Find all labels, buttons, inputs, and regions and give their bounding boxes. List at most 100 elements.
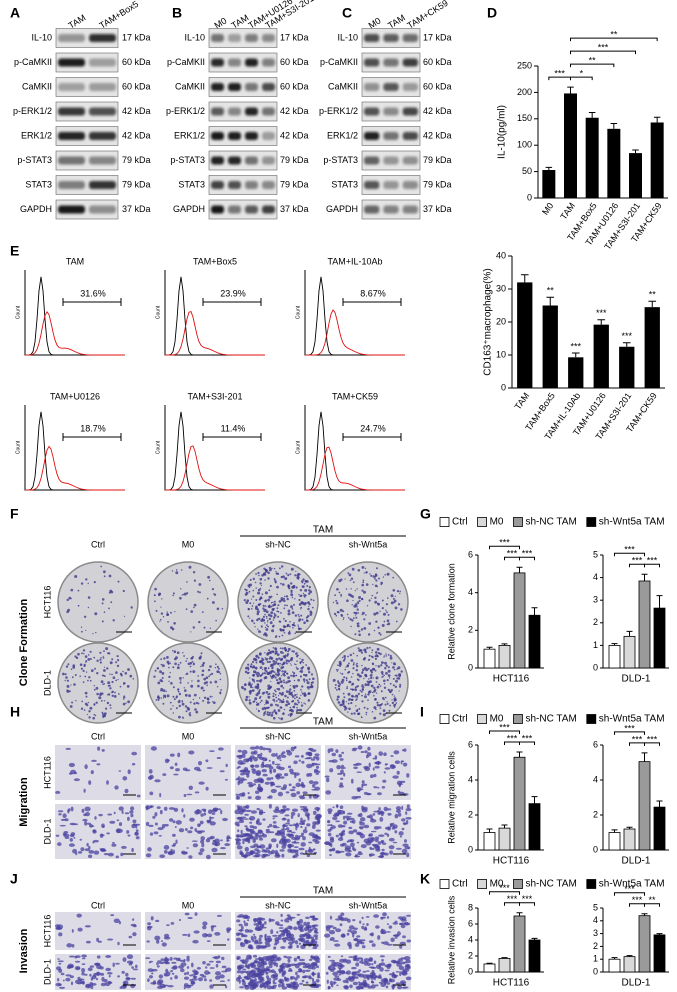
cell <box>114 919 120 924</box>
colony <box>388 674 391 677</box>
cell <box>263 774 268 777</box>
colony <box>172 650 173 651</box>
cell <box>91 770 94 774</box>
cell <box>149 961 151 963</box>
cell <box>248 792 250 794</box>
cell <box>317 972 320 976</box>
colony <box>346 678 348 680</box>
colony <box>358 634 361 637</box>
cell <box>369 833 373 837</box>
cell <box>107 939 113 941</box>
cell <box>312 784 315 788</box>
colony <box>291 591 293 593</box>
colony <box>84 664 86 666</box>
cell <box>253 934 255 936</box>
colony <box>176 569 178 571</box>
colony <box>177 651 180 654</box>
colony <box>267 711 269 713</box>
colony <box>351 713 353 715</box>
y-tick-label: 150 <box>517 113 532 123</box>
cell <box>391 960 396 963</box>
colony <box>382 600 384 602</box>
colony <box>196 702 198 704</box>
colony <box>364 695 367 698</box>
cell <box>66 748 71 750</box>
cell <box>377 826 381 829</box>
significance-label: *** <box>507 894 518 904</box>
error-bar <box>521 275 529 283</box>
cell <box>57 978 59 981</box>
cell <box>175 763 178 766</box>
cell <box>167 958 170 961</box>
cell <box>82 819 87 821</box>
cell <box>334 962 340 964</box>
cell <box>206 839 210 843</box>
cell <box>263 747 266 750</box>
bar <box>529 615 540 668</box>
cell <box>339 785 344 788</box>
cell <box>266 981 269 984</box>
cell <box>369 966 375 968</box>
bar <box>654 935 665 972</box>
y-tick-label: 100 <box>517 140 532 150</box>
colony <box>307 681 310 684</box>
colony <box>369 573 370 574</box>
colony <box>177 666 180 669</box>
cell <box>275 940 280 945</box>
y-tick-label: 1 <box>593 640 598 650</box>
cell <box>313 849 315 851</box>
blot-band <box>364 59 379 67</box>
cell <box>287 819 290 823</box>
colony <box>258 684 259 685</box>
colony <box>361 695 363 697</box>
cell <box>274 971 276 974</box>
cell <box>104 979 108 982</box>
error-bar <box>589 112 596 117</box>
cell <box>253 918 259 922</box>
colony <box>220 679 222 681</box>
colony <box>117 655 119 657</box>
cell <box>373 786 377 788</box>
cell <box>361 844 367 848</box>
cell <box>206 963 210 966</box>
gate-percent: 8.67% <box>360 288 386 298</box>
cell <box>88 780 91 785</box>
colony <box>180 680 181 681</box>
colony <box>381 703 383 705</box>
colony <box>262 669 263 670</box>
colony <box>194 694 197 697</box>
cell <box>259 779 263 783</box>
cell <box>367 747 370 751</box>
colony <box>350 698 352 700</box>
cell <box>191 981 196 985</box>
cell <box>356 771 362 773</box>
colony <box>350 626 351 627</box>
cell <box>353 748 358 750</box>
size-label: 60 kDa <box>122 57 151 67</box>
cell <box>349 985 353 989</box>
colony <box>264 614 266 616</box>
colony <box>274 578 276 580</box>
flow-title: TAM+U0126 <box>50 391 100 401</box>
colony <box>277 704 279 706</box>
cell <box>182 934 187 936</box>
error-bar <box>572 353 580 357</box>
y-tick-label: 0 <box>593 844 598 854</box>
colony <box>81 652 83 654</box>
colony <box>204 627 206 629</box>
cell <box>355 763 361 766</box>
cell <box>384 964 390 967</box>
cell <box>183 814 185 818</box>
cell <box>395 814 399 819</box>
group-label: TAM <box>313 886 333 897</box>
cell <box>259 935 263 938</box>
colony <box>74 655 76 657</box>
cell <box>387 826 391 830</box>
colony <box>114 692 116 694</box>
colony <box>351 588 352 589</box>
cell <box>315 936 318 940</box>
colony <box>303 678 306 681</box>
colony <box>362 581 364 583</box>
colony <box>335 684 337 686</box>
